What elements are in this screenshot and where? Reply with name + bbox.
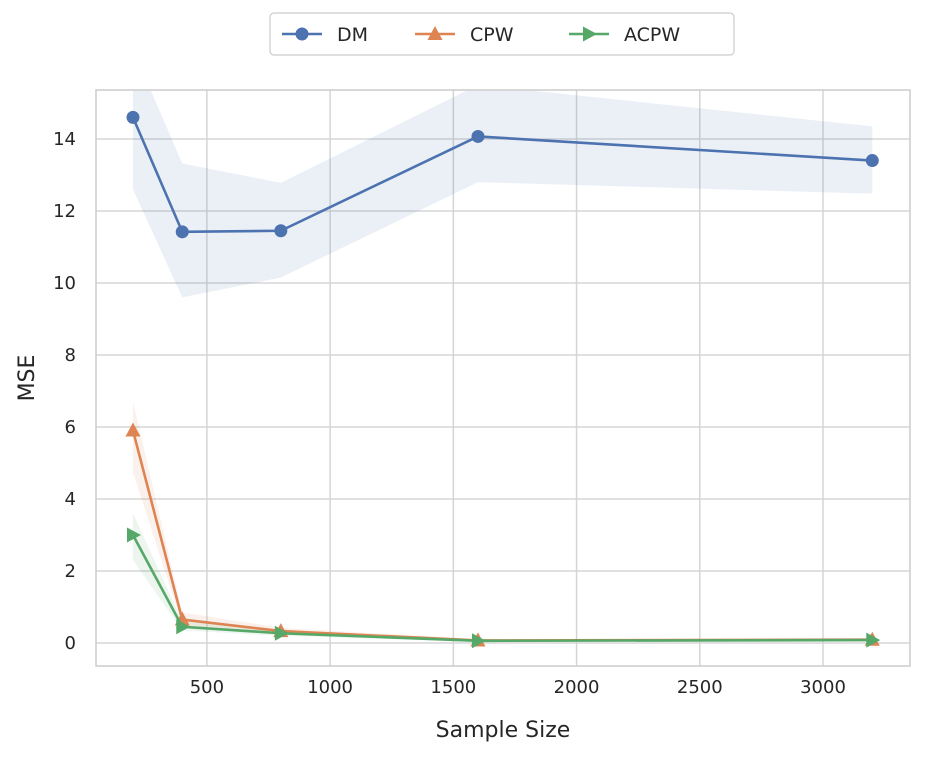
x-tick-label: 2000	[554, 677, 600, 698]
data-point-acpw	[471, 633, 486, 649]
series-line-cpw	[131, 430, 873, 642]
y-tick-label: 10	[53, 273, 76, 294]
legend-label-cpw: CPW	[470, 24, 514, 46]
data-point-dm	[274, 224, 288, 238]
y-tick-label: 6	[65, 417, 76, 438]
x-tick-label: 3000	[800, 677, 846, 698]
legend-label-acpw: ACPW	[624, 24, 680, 46]
y-tick-label: 14	[53, 129, 76, 150]
data-point-acpw	[126, 527, 141, 543]
data-point-dm	[471, 129, 485, 143]
legend-marker-cpw	[427, 26, 443, 40]
x-tick-label: 1000	[307, 677, 353, 698]
data-point-acpw	[176, 619, 191, 635]
y-tick-label: 2	[65, 561, 76, 582]
legend: DM CPW ACPW	[269, 12, 735, 56]
data-point-dm	[175, 225, 189, 239]
legend-marker-dm	[295, 27, 309, 41]
y-tick-label: 0	[65, 633, 76, 654]
x-tick-label: 2500	[677, 677, 723, 698]
tick-labels: 500 1000 1500 2000 2500 3000 0 2 4 6 8 10 12 14	[53, 129, 846, 698]
y-tick-label: 12	[53, 201, 76, 222]
data-point-dm	[865, 154, 879, 168]
x-tick-label: 1500	[430, 677, 476, 698]
series-lines	[125, 110, 881, 649]
x-tick-label: 500	[190, 677, 224, 698]
legend-frame	[269, 12, 735, 56]
legend-marker-acpw	[583, 26, 597, 42]
y-tick-label: 4	[65, 489, 76, 510]
ci-band-dm	[132, 90, 873, 298]
y-tick-label: 8	[65, 345, 76, 366]
plot-frame	[95, 89, 911, 667]
ci-band-cpw	[132, 401, 873, 642]
legend-label-dm: DM	[337, 24, 368, 46]
data-point-dm	[126, 110, 140, 124]
data-point-cpw	[125, 422, 141, 437]
x-axis-label: Sample Size	[436, 718, 571, 743]
data-point-acpw	[866, 632, 881, 648]
data-point-acpw	[274, 625, 289, 641]
y-axis-label: MSE	[15, 355, 40, 402]
